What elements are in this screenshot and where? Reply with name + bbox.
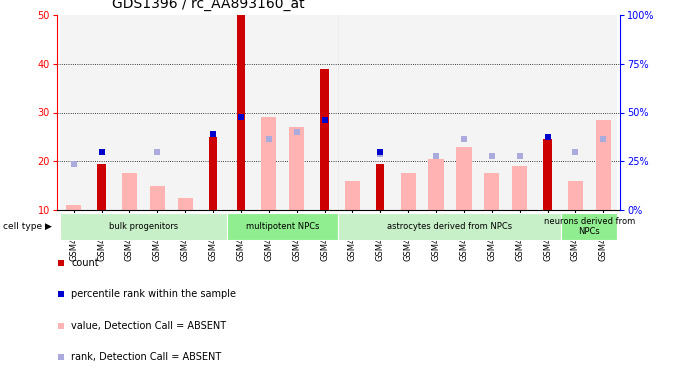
Bar [115, 15, 144, 210]
Text: bulk progenitors: bulk progenitors [109, 222, 178, 231]
Bar [376, 164, 384, 210]
Bar [562, 15, 589, 210]
Bar [283, 15, 310, 210]
Bar [227, 15, 255, 210]
Bar [400, 173, 416, 210]
Bar [88, 15, 115, 210]
Text: rank, Detection Call = ABSENT: rank, Detection Call = ABSENT [72, 352, 221, 362]
Bar [339, 213, 562, 240]
Bar [533, 15, 562, 210]
Text: multipotent NPCs: multipotent NPCs [246, 222, 319, 231]
Bar [345, 181, 360, 210]
Bar [66, 205, 81, 210]
Bar [450, 15, 478, 210]
Bar [394, 15, 422, 210]
Bar [289, 127, 304, 210]
Text: cell type ▶: cell type ▶ [3, 222, 52, 231]
Bar [97, 164, 106, 210]
Bar [428, 159, 444, 210]
Bar [568, 181, 583, 210]
Bar [310, 15, 339, 210]
Text: neurons derived from
NPCs: neurons derived from NPCs [544, 217, 635, 236]
Bar [506, 15, 533, 210]
Bar [150, 186, 165, 210]
Bar [422, 15, 450, 210]
Bar [255, 15, 283, 210]
Text: value, Detection Call = ABSENT: value, Detection Call = ABSENT [72, 321, 226, 331]
Bar [484, 173, 500, 210]
Bar [171, 15, 199, 210]
Bar [512, 166, 527, 210]
Bar [366, 15, 394, 210]
Bar [177, 198, 193, 210]
Bar [261, 117, 277, 210]
Bar [478, 15, 506, 210]
Text: count: count [72, 258, 99, 268]
Text: astrocytes derived from NPCs: astrocytes derived from NPCs [387, 222, 513, 231]
Bar [60, 15, 88, 210]
Text: percentile rank within the sample: percentile rank within the sample [72, 289, 237, 299]
Bar [209, 137, 217, 210]
Bar [562, 213, 618, 240]
Bar [339, 15, 366, 210]
Text: GDS1396 / rc_AA893160_at: GDS1396 / rc_AA893160_at [112, 0, 305, 11]
Bar [199, 15, 227, 210]
Bar [60, 213, 227, 240]
Bar [543, 140, 552, 210]
Bar [320, 69, 328, 210]
Bar [144, 15, 171, 210]
Bar [595, 120, 611, 210]
Bar [122, 173, 137, 210]
Bar [237, 15, 245, 210]
Bar [589, 15, 618, 210]
Bar [456, 147, 471, 210]
Bar [227, 213, 339, 240]
